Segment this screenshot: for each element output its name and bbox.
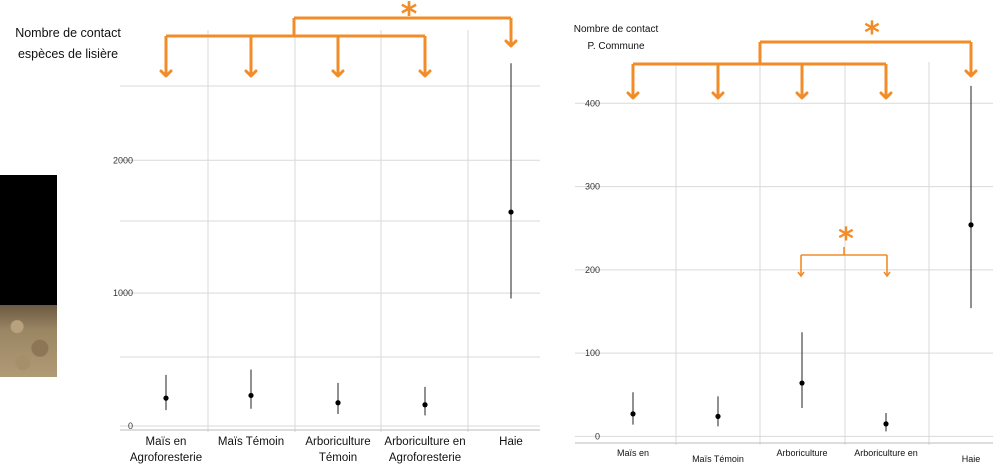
panel2-title: Nombre de contact	[574, 24, 659, 35]
panel2-pair-arrowhead	[797, 271, 805, 278]
panel1-data-point	[422, 402, 428, 408]
panel2-significance-asterisk: *	[864, 16, 880, 51]
panel1-ytick-label: 2000	[113, 155, 133, 165]
panel2-ytick-label: 0	[595, 431, 600, 441]
panel1-data-point	[335, 400, 341, 406]
panel1-bracket-arrow-arrowhead	[159, 69, 173, 78]
panel2-data-point	[968, 222, 974, 228]
panel1-bracket-arrow-arrowhead	[244, 69, 258, 78]
panel1-ytick-label: 0	[128, 421, 133, 431]
panel1-category-label: Arboriculture	[305, 436, 370, 448]
panel1-category-label: Haie	[499, 436, 523, 448]
panel1-category-label: Agroforesterie	[389, 452, 461, 464]
panel1-category-label: Maïs en	[146, 436, 187, 448]
panel2-category-label: Arboriculture en	[854, 448, 918, 458]
panel2-bracket-arrow-arrowhead	[879, 91, 893, 100]
panel1-category-label: Agroforesterie	[130, 452, 202, 464]
panel2-pair-significance-asterisk: *	[838, 222, 854, 257]
panel2-category-label: Maïs Témoin	[692, 454, 744, 464]
panel1-bracket-arrow-arrowhead	[331, 69, 345, 78]
panel2-data-point	[630, 411, 636, 417]
panel1-category-label: Témoin	[319, 452, 357, 464]
panel2-category-label: Maïs en	[617, 448, 649, 458]
panel2-pair-arrowhead	[883, 271, 891, 278]
panel1-title: espèces de lisière	[18, 47, 118, 61]
panel2-ytick-label: 300	[585, 182, 600, 192]
panel1-data-point	[163, 395, 169, 401]
panel2-data-point	[799, 380, 805, 386]
panel2-ytick-label: 200	[585, 265, 600, 275]
panel1-ytick-label: 1000	[113, 288, 133, 298]
soil-photo	[0, 175, 57, 377]
panel2-data-point	[715, 413, 721, 419]
panel1-bracket-arrow-arrowhead	[504, 39, 518, 48]
panel1-data-point	[248, 392, 254, 399]
panel1-data-point	[508, 209, 514, 215]
panel2-bracket-arrow-arrowhead	[964, 69, 978, 78]
panel1-category-label: Maïs Témoin	[218, 436, 284, 448]
panel1-significance-asterisk: *	[401, 0, 418, 33]
panel1-title: Nombre de contact	[15, 26, 121, 40]
panel1-bracket-arrow-arrowhead	[418, 69, 432, 78]
panel2-bracket-arrow-arrowhead	[795, 91, 809, 100]
panel2-category-label: Haie	[962, 454, 981, 464]
panel2-category-label: Arboriculture	[776, 448, 827, 458]
panel2-ytick-label: 100	[585, 348, 600, 358]
panel2-title: P. Commune	[587, 41, 645, 52]
panel1-category-label: Arboriculture en	[384, 436, 465, 448]
panel2-bracket-arrow-arrowhead	[711, 91, 725, 100]
panel2-bracket-arrow-arrowhead	[626, 91, 640, 100]
panel2-data-point	[883, 421, 889, 427]
panel2-ytick-label: 400	[585, 98, 600, 108]
